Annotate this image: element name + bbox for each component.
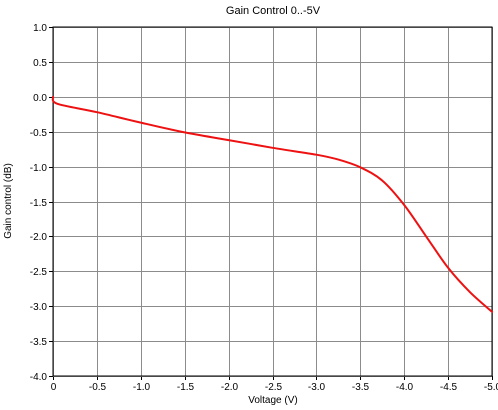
y-axis-label: Gain control (dB) [3,163,14,239]
y-tick-label: 0.5 [33,58,47,69]
y-tick-label: -2.0 [30,232,48,243]
x-tick-label: -2.0 [221,382,239,393]
x-tick-label: -1.0 [133,382,151,393]
x-axis-label: Voltage (V) [248,395,297,406]
y-tick-label: 0.0 [33,93,47,104]
x-tick-label: -5.0 [484,382,498,393]
y-tick-label: -3.5 [30,337,48,348]
x-tick-label: -3.5 [352,382,370,393]
x-tick-label: -3.0 [308,382,326,393]
y-tick-label: -0.5 [30,128,48,139]
y-tick-label: -2.5 [30,267,48,278]
y-tick-label: -4.0 [30,372,48,383]
x-tick-label: -4.5 [440,382,458,393]
y-tick-label: -3.0 [30,302,48,313]
x-tick-label: -2.5 [265,382,283,393]
x-tick-label: -0.5 [89,382,107,393]
x-tick-label: -4.0 [396,382,414,393]
gain-curve [51,95,493,313]
x-tick-label: -1.5 [177,382,195,393]
y-tick-label: -1.5 [30,198,48,209]
y-tick-label: -1.0 [30,163,48,174]
y-axis-ticks: 1.0 0.5 0.0 -0.5 -1.0 -1.5 -2.0 -2.5 -3.0 -3.5 -4.… [30,23,48,383]
series-layer [51,95,493,313]
x-axis-ticks: 0 -0.5 -1.0 -1.5 -2.0 -2.5 -3.0 -3.5 -4.0 -4.5 -5.… [51,382,498,393]
chart-title: Gain Control 0..-5V [226,5,321,17]
grid [49,27,493,380]
y-tick-label: 1.0 [33,23,47,34]
x-tick-label: 0 [51,382,57,393]
plot-frame [52,26,493,377]
